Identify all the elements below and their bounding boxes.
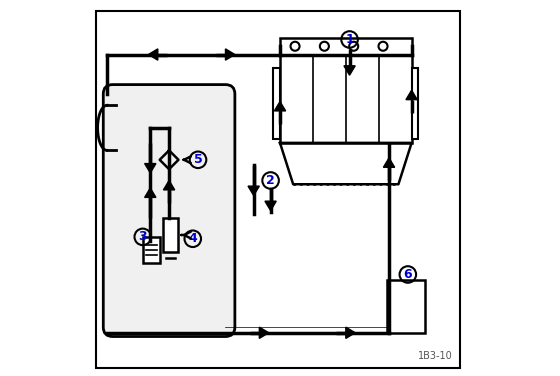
FancyBboxPatch shape: [103, 85, 235, 337]
Polygon shape: [384, 158, 395, 167]
Polygon shape: [144, 188, 156, 197]
Text: 1B3-10: 1B3-10: [418, 351, 453, 361]
Bar: [280, 38, 412, 55]
Polygon shape: [248, 186, 259, 196]
Polygon shape: [226, 49, 235, 60]
Text: 6: 6: [404, 268, 412, 281]
Polygon shape: [259, 327, 269, 338]
Polygon shape: [274, 102, 286, 111]
FancyBboxPatch shape: [412, 68, 418, 139]
Bar: [387, 280, 424, 333]
Text: 1: 1: [345, 33, 354, 46]
Text: 3: 3: [138, 230, 147, 243]
FancyBboxPatch shape: [280, 55, 412, 143]
FancyBboxPatch shape: [273, 68, 280, 139]
Text: 5: 5: [194, 153, 202, 166]
Bar: [164, 218, 179, 252]
Polygon shape: [148, 49, 158, 60]
FancyBboxPatch shape: [143, 237, 160, 263]
Polygon shape: [344, 66, 355, 75]
Text: 4: 4: [188, 232, 197, 245]
Polygon shape: [265, 201, 276, 211]
Polygon shape: [346, 327, 355, 338]
Polygon shape: [144, 164, 156, 173]
Polygon shape: [406, 90, 417, 100]
Text: 2: 2: [266, 174, 275, 187]
Polygon shape: [164, 180, 175, 190]
